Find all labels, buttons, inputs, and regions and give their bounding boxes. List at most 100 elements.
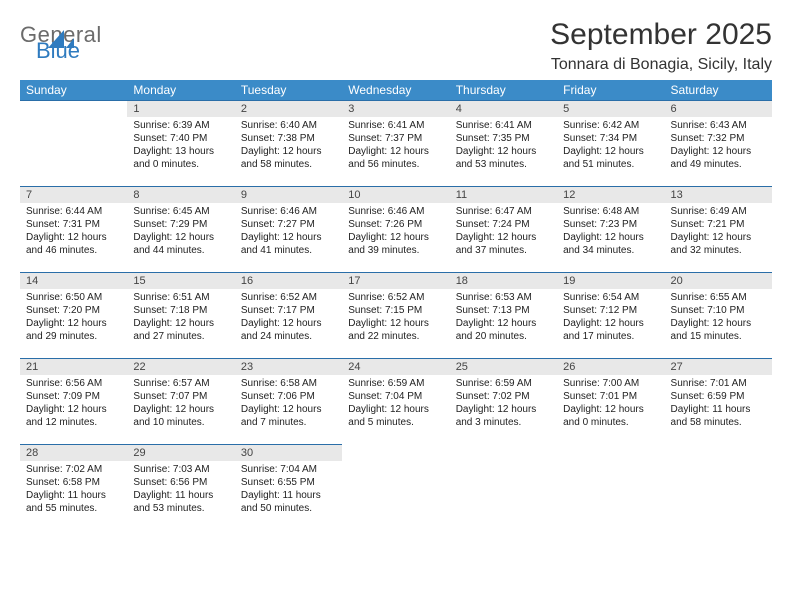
- sunrise-line: Sunrise: 6:40 AM: [241, 119, 336, 132]
- daylight-line: Daylight: 12 hours and 24 minutes.: [241, 317, 336, 343]
- day-number: 1: [127, 100, 234, 117]
- calendar-row: 28Sunrise: 7:02 AMSunset: 6:58 PMDayligh…: [20, 444, 772, 530]
- daylight-line: Daylight: 12 hours and 37 minutes.: [456, 231, 551, 257]
- day-body: Sunrise: 6:45 AMSunset: 7:29 PMDaylight:…: [127, 203, 234, 261]
- daylight-line: Daylight: 12 hours and 56 minutes.: [348, 145, 443, 171]
- daylight-line: Daylight: 13 hours and 0 minutes.: [133, 145, 228, 171]
- daylight-line: Daylight: 12 hours and 15 minutes.: [671, 317, 766, 343]
- day-number: 18: [450, 272, 557, 289]
- day-body: Sunrise: 6:52 AMSunset: 7:17 PMDaylight:…: [235, 289, 342, 347]
- calendar-cell: 28Sunrise: 7:02 AMSunset: 6:58 PMDayligh…: [20, 444, 127, 530]
- day-body: Sunrise: 7:04 AMSunset: 6:55 PMDaylight:…: [235, 461, 342, 519]
- calendar-row: 7Sunrise: 6:44 AMSunset: 7:31 PMDaylight…: [20, 186, 772, 272]
- day-number: 8: [127, 186, 234, 203]
- sunrise-line: Sunrise: 6:54 AM: [563, 291, 658, 304]
- day-number: 13: [665, 186, 772, 203]
- day-number: 5: [557, 100, 664, 117]
- sunset-line: Sunset: 7:29 PM: [133, 218, 228, 231]
- logo-sail-icon: [46, 28, 76, 54]
- calendar-cell: 22Sunrise: 6:57 AMSunset: 7:07 PMDayligh…: [127, 358, 234, 444]
- daylight-line: Daylight: 12 hours and 32 minutes.: [671, 231, 766, 257]
- sunset-line: Sunset: 7:07 PM: [133, 390, 228, 403]
- sunset-line: Sunset: 7:15 PM: [348, 304, 443, 317]
- weekday-header-row: SundayMondayTuesdayWednesdayThursdayFrid…: [20, 80, 772, 100]
- calendar-cell: 13Sunrise: 6:49 AMSunset: 7:21 PMDayligh…: [665, 186, 772, 272]
- day-number: 16: [235, 272, 342, 289]
- location-label: Tonnara di Bonagia, Sicily, Italy: [550, 56, 772, 74]
- day-body: Sunrise: 6:53 AMSunset: 7:13 PMDaylight:…: [450, 289, 557, 347]
- sunset-line: Sunset: 7:38 PM: [241, 132, 336, 145]
- sunrise-line: Sunrise: 7:01 AM: [671, 377, 766, 390]
- day-number: 19: [557, 272, 664, 289]
- daylight-line: Daylight: 11 hours and 55 minutes.: [26, 489, 121, 515]
- sunrise-line: Sunrise: 6:46 AM: [241, 205, 336, 218]
- weekday-header: Saturday: [665, 80, 772, 100]
- calendar-cell: 21Sunrise: 6:56 AMSunset: 7:09 PMDayligh…: [20, 358, 127, 444]
- sunset-line: Sunset: 7:20 PM: [26, 304, 121, 317]
- calendar-table: SundayMondayTuesdayWednesdayThursdayFrid…: [20, 80, 772, 530]
- daylight-line: Daylight: 12 hours and 0 minutes.: [563, 403, 658, 429]
- sunset-line: Sunset: 7:24 PM: [456, 218, 551, 231]
- daylight-line: Daylight: 12 hours and 58 minutes.: [241, 145, 336, 171]
- weekday-header: Monday: [127, 80, 234, 100]
- sunrise-line: Sunrise: 6:41 AM: [456, 119, 551, 132]
- header: General Blue September 2025 Tonnara di B…: [20, 18, 772, 74]
- calendar-cell-empty: [665, 444, 772, 530]
- day-body: Sunrise: 6:47 AMSunset: 7:24 PMDaylight:…: [450, 203, 557, 261]
- calendar-cell: 26Sunrise: 7:00 AMSunset: 7:01 PMDayligh…: [557, 358, 664, 444]
- calendar-cell-empty: [20, 100, 127, 186]
- weekday-header: Thursday: [450, 80, 557, 100]
- calendar-cell-empty: [450, 444, 557, 530]
- calendar-row: 21Sunrise: 6:56 AMSunset: 7:09 PMDayligh…: [20, 358, 772, 444]
- day-body: Sunrise: 6:54 AMSunset: 7:12 PMDaylight:…: [557, 289, 664, 347]
- calendar-cell: 20Sunrise: 6:55 AMSunset: 7:10 PMDayligh…: [665, 272, 772, 358]
- day-body: Sunrise: 6:39 AMSunset: 7:40 PMDaylight:…: [127, 117, 234, 175]
- day-body: Sunrise: 6:58 AMSunset: 7:06 PMDaylight:…: [235, 375, 342, 433]
- sunrise-line: Sunrise: 7:00 AM: [563, 377, 658, 390]
- sunrise-line: Sunrise: 6:55 AM: [671, 291, 766, 304]
- day-number: 29: [127, 444, 234, 461]
- calendar-cell: 3Sunrise: 6:41 AMSunset: 7:37 PMDaylight…: [342, 100, 449, 186]
- day-number: 15: [127, 272, 234, 289]
- sunset-line: Sunset: 7:18 PM: [133, 304, 228, 317]
- day-body: Sunrise: 6:56 AMSunset: 7:09 PMDaylight:…: [20, 375, 127, 433]
- sunset-line: Sunset: 7:23 PM: [563, 218, 658, 231]
- sunset-line: Sunset: 7:34 PM: [563, 132, 658, 145]
- day-body: Sunrise: 6:46 AMSunset: 7:26 PMDaylight:…: [342, 203, 449, 261]
- sunrise-line: Sunrise: 6:42 AM: [563, 119, 658, 132]
- daylight-line: Daylight: 12 hours and 29 minutes.: [26, 317, 121, 343]
- day-body: Sunrise: 6:50 AMSunset: 7:20 PMDaylight:…: [20, 289, 127, 347]
- sunset-line: Sunset: 6:56 PM: [133, 476, 228, 489]
- daylight-line: Daylight: 12 hours and 17 minutes.: [563, 317, 658, 343]
- sunrise-line: Sunrise: 6:58 AM: [241, 377, 336, 390]
- sunset-line: Sunset: 7:40 PM: [133, 132, 228, 145]
- daylight-line: Daylight: 12 hours and 3 minutes.: [456, 403, 551, 429]
- day-number: 26: [557, 358, 664, 375]
- day-body: Sunrise: 6:49 AMSunset: 7:21 PMDaylight:…: [665, 203, 772, 261]
- day-number: 4: [450, 100, 557, 117]
- day-body: Sunrise: 7:00 AMSunset: 7:01 PMDaylight:…: [557, 375, 664, 433]
- page-title: September 2025: [550, 18, 772, 52]
- sunset-line: Sunset: 7:35 PM: [456, 132, 551, 145]
- sunset-line: Sunset: 7:26 PM: [348, 218, 443, 231]
- day-body: Sunrise: 6:41 AMSunset: 7:37 PMDaylight:…: [342, 117, 449, 175]
- day-number: 6: [665, 100, 772, 117]
- daylight-line: Daylight: 12 hours and 22 minutes.: [348, 317, 443, 343]
- daylight-line: Daylight: 12 hours and 5 minutes.: [348, 403, 443, 429]
- day-number: 14: [20, 272, 127, 289]
- sunrise-line: Sunrise: 6:57 AM: [133, 377, 228, 390]
- sunset-line: Sunset: 7:31 PM: [26, 218, 121, 231]
- calendar-cell: 14Sunrise: 6:50 AMSunset: 7:20 PMDayligh…: [20, 272, 127, 358]
- calendar-cell: 4Sunrise: 6:41 AMSunset: 7:35 PMDaylight…: [450, 100, 557, 186]
- daylight-line: Daylight: 12 hours and 44 minutes.: [133, 231, 228, 257]
- calendar-cell: 23Sunrise: 6:58 AMSunset: 7:06 PMDayligh…: [235, 358, 342, 444]
- sunrise-line: Sunrise: 6:52 AM: [241, 291, 336, 304]
- daylight-line: Daylight: 11 hours and 58 minutes.: [671, 403, 766, 429]
- day-number: 30: [235, 444, 342, 461]
- sunset-line: Sunset: 6:59 PM: [671, 390, 766, 403]
- sunset-line: Sunset: 6:55 PM: [241, 476, 336, 489]
- calendar-cell-empty: [557, 444, 664, 530]
- day-body: Sunrise: 6:51 AMSunset: 7:18 PMDaylight:…: [127, 289, 234, 347]
- sunset-line: Sunset: 7:12 PM: [563, 304, 658, 317]
- daylight-line: Daylight: 12 hours and 51 minutes.: [563, 145, 658, 171]
